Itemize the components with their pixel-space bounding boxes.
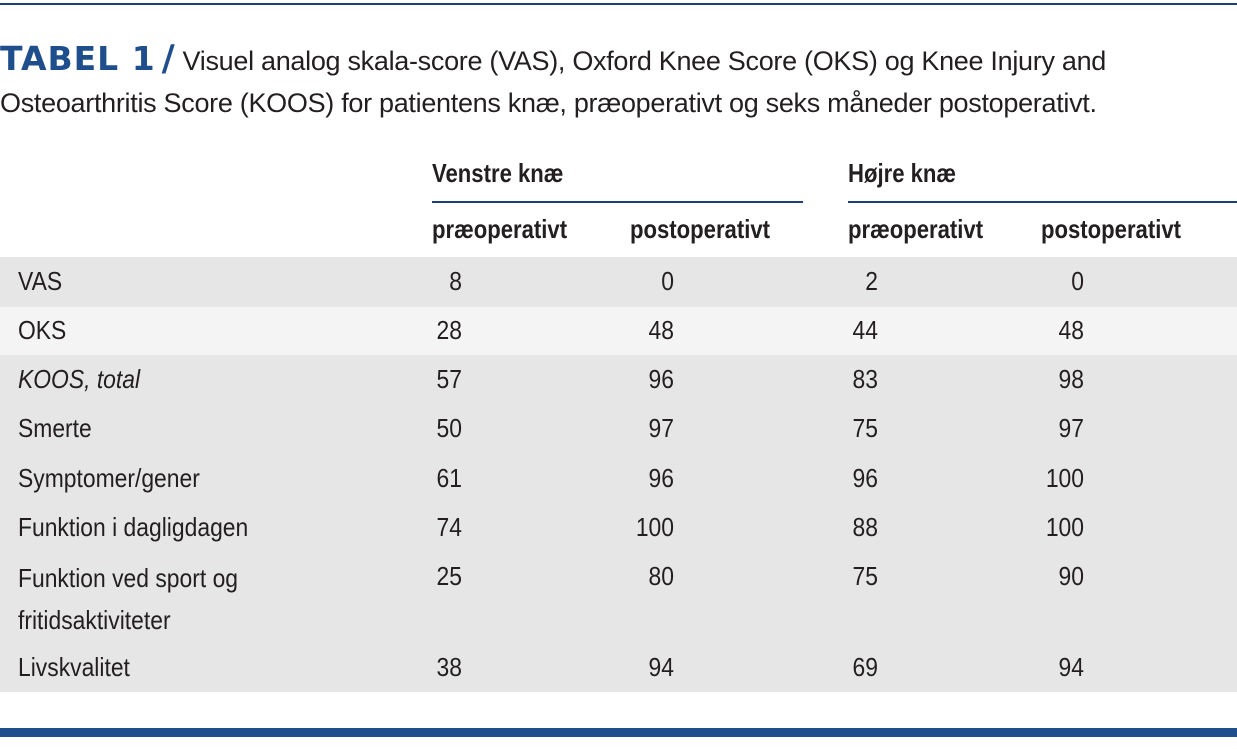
row-label: VAS xyxy=(18,266,63,296)
cell-value: 97 xyxy=(1058,413,1084,443)
subheader-hojre-post: postoperativt xyxy=(1041,214,1181,244)
cell-value: 48 xyxy=(1058,315,1084,345)
cell-value: 74 xyxy=(436,512,462,542)
header-venstre-knae: Venstre knæ xyxy=(432,158,564,188)
cell-value: 44 xyxy=(852,315,878,345)
table-caption: TABEL 1/Visuel analog skala-score (VAS),… xyxy=(0,38,1237,124)
cell-value: 57 xyxy=(436,364,462,394)
row-label: OKS xyxy=(18,315,67,345)
cell-value: 75 xyxy=(852,413,878,443)
cell-value: 100 xyxy=(635,512,674,542)
cell-value: 83 xyxy=(852,364,878,394)
cell-value: 38 xyxy=(436,652,462,682)
cell-value: 94 xyxy=(1058,652,1084,682)
header-hojre-knae: Højre knæ xyxy=(848,158,957,188)
cell-value: 28 xyxy=(436,315,462,345)
table-row xyxy=(0,257,1237,307)
bottom-rule xyxy=(0,728,1237,737)
cell-value: 2 xyxy=(865,266,878,296)
row-label: Smerte xyxy=(18,413,92,443)
cell-value: 88 xyxy=(852,512,878,542)
cell-value: 61 xyxy=(436,463,462,493)
cell-value: 50 xyxy=(436,413,462,443)
subheader-venstre-pre: præoperativt xyxy=(432,214,568,244)
cell-value: 98 xyxy=(1058,364,1084,394)
cell-value: 90 xyxy=(1058,561,1084,591)
header-rule-venstre xyxy=(432,201,803,203)
row-label: Symptomer/gener xyxy=(18,463,200,493)
cell-value: 100 xyxy=(1045,463,1084,493)
header-rule-hojre xyxy=(848,201,1237,203)
cell-value: 96 xyxy=(648,364,674,394)
cell-value: 48 xyxy=(648,315,674,345)
cell-value: 0 xyxy=(661,266,674,296)
cell-value: 96 xyxy=(648,463,674,493)
cell-value: 25 xyxy=(436,561,462,591)
cell-value: 97 xyxy=(648,413,674,443)
cell-value: 69 xyxy=(852,652,878,682)
top-rule xyxy=(0,3,1237,5)
caption-label: TABEL 1 xyxy=(0,39,156,78)
row-label: Funktion i dagligdagen xyxy=(18,512,249,542)
cell-value: 100 xyxy=(1045,512,1084,542)
caption-slash: / xyxy=(161,38,175,79)
cell-value: 75 xyxy=(852,561,878,591)
cell-value: 80 xyxy=(648,561,674,591)
subheader-venstre-post: postoperativt xyxy=(630,214,770,244)
row-label: Livskvalitet xyxy=(18,652,130,682)
subheader-hojre-pre: præoperativt xyxy=(848,214,984,244)
row-label: Funktion ved sport og fritidsaktiviteter xyxy=(18,563,239,635)
cell-value: 0 xyxy=(1071,266,1084,296)
caption-text: Visuel analog skala-score (VAS), Oxford … xyxy=(0,46,1107,118)
cell-value: 8 xyxy=(449,266,462,296)
table-body-shade xyxy=(0,355,1237,692)
cell-value: 94 xyxy=(648,652,674,682)
table-row xyxy=(0,307,1237,355)
cell-value: 96 xyxy=(852,463,878,493)
row-label: KOOS, total xyxy=(18,364,141,394)
